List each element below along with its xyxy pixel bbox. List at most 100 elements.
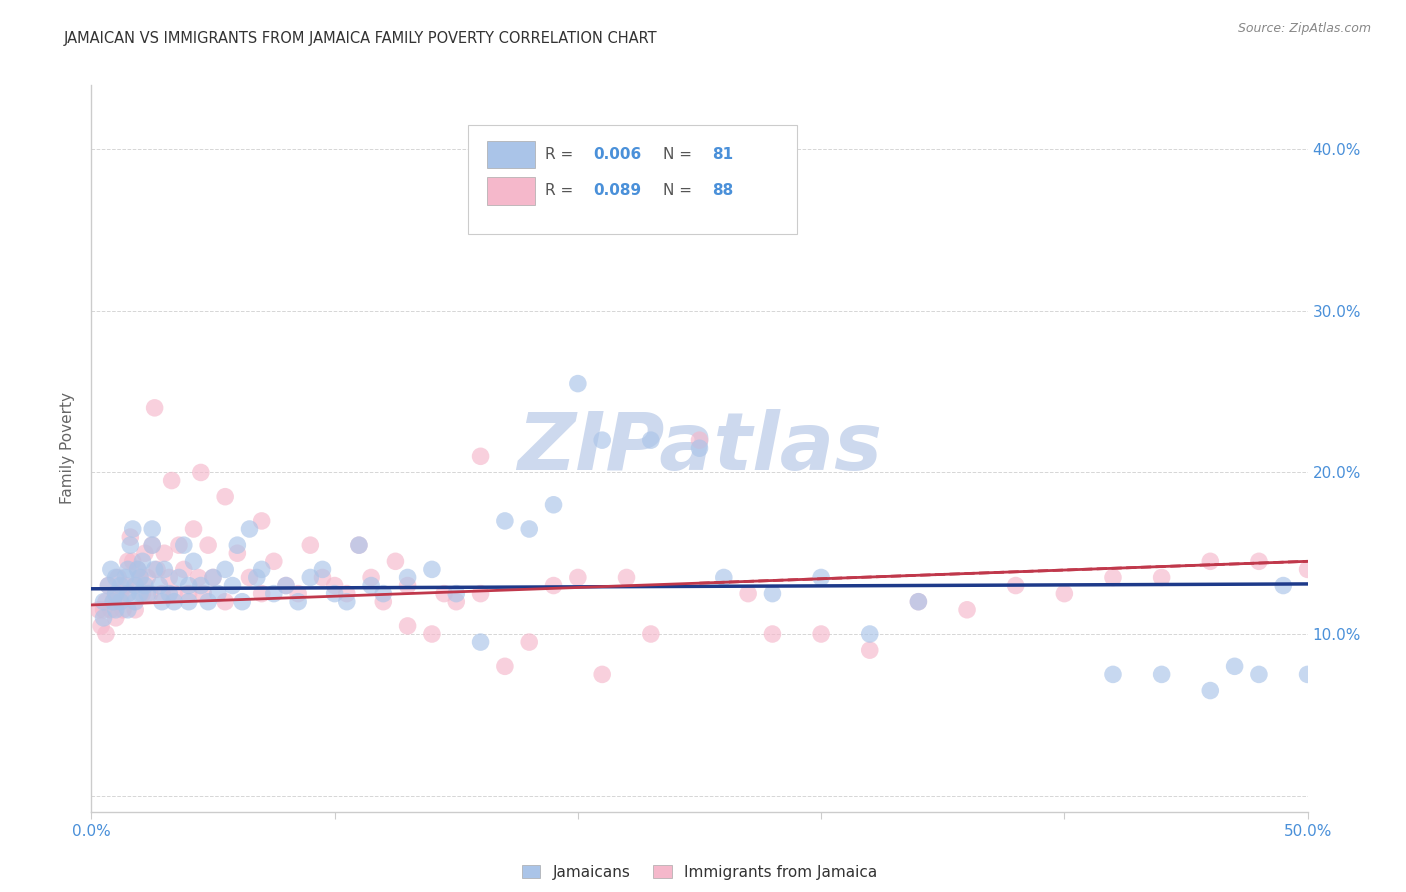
Point [444, 595, 467, 609]
Point [167, 570, 190, 584]
Point [117, 603, 139, 617]
Point [956, 603, 979, 617]
Point [311, 562, 333, 576]
Point [226, 546, 249, 560]
Point [124, 603, 146, 617]
Point [117, 562, 139, 576]
Point [287, 595, 309, 609]
Point [124, 578, 146, 592]
Point [688, 442, 710, 456]
Point [299, 570, 322, 584]
Point [246, 570, 269, 584]
Point [373, 595, 395, 609]
Point [124, 595, 146, 609]
Point [160, 474, 183, 488]
Point [543, 498, 565, 512]
Text: 0.006: 0.006 [593, 147, 643, 162]
Point [107, 570, 129, 584]
Text: Source: ZipAtlas.com: Source: ZipAtlas.com [1237, 22, 1371, 36]
Point [713, 570, 735, 584]
Point [433, 587, 456, 601]
Point [120, 538, 142, 552]
Point [202, 570, 225, 584]
Point [384, 554, 406, 568]
Point [150, 595, 173, 609]
Point [202, 570, 225, 584]
Point [616, 570, 638, 584]
Point [114, 578, 136, 592]
Text: 0.089: 0.089 [593, 184, 641, 198]
Point [134, 546, 156, 560]
Point [129, 587, 152, 601]
Point [859, 643, 882, 657]
Point [183, 522, 205, 536]
Point [143, 562, 166, 576]
Point [250, 587, 273, 601]
Point [214, 490, 236, 504]
Point [141, 538, 163, 552]
Point [141, 522, 163, 536]
Point [143, 401, 166, 415]
Point [117, 587, 139, 601]
Point [543, 578, 565, 592]
Text: 81: 81 [711, 147, 733, 162]
Y-axis label: Family Poverty: Family Poverty [60, 392, 76, 504]
Point [287, 587, 309, 601]
Point [183, 554, 205, 568]
Point [150, 587, 173, 601]
Text: N =: N = [664, 147, 697, 162]
Point [134, 578, 156, 592]
Point [470, 450, 492, 464]
Text: R =: R = [546, 184, 578, 198]
Point [157, 587, 180, 601]
Point [121, 554, 143, 568]
Point [214, 562, 236, 576]
Point [124, 578, 146, 592]
Point [127, 562, 149, 576]
Text: 88: 88 [711, 184, 733, 198]
Point [263, 587, 285, 601]
Point [470, 587, 492, 601]
Point [197, 595, 219, 609]
Point [517, 522, 540, 536]
Point [347, 538, 370, 552]
Point [129, 570, 152, 584]
Point [396, 619, 419, 633]
Point [360, 578, 382, 592]
Point [104, 587, 127, 601]
Point [121, 522, 143, 536]
Point [100, 603, 122, 617]
Point [1296, 667, 1319, 681]
Point [238, 570, 260, 584]
Point [420, 627, 443, 641]
Point [274, 578, 297, 592]
Point [93, 603, 115, 617]
Point [167, 538, 190, 552]
Point [141, 538, 163, 552]
Point [226, 538, 249, 552]
Point [1102, 570, 1125, 584]
Point [360, 570, 382, 584]
Point [761, 587, 783, 601]
FancyBboxPatch shape [468, 125, 797, 234]
Point [238, 522, 260, 536]
Point [1199, 554, 1222, 568]
FancyBboxPatch shape [486, 178, 536, 204]
Point [1053, 587, 1076, 601]
Point [336, 595, 359, 609]
Point [323, 578, 346, 592]
Point [104, 611, 127, 625]
Point [567, 376, 589, 391]
Text: JAMAICAN VS IMMIGRANTS FROM JAMAICA FAMILY POVERTY CORRELATION CHART: JAMAICAN VS IMMIGRANTS FROM JAMAICA FAMI… [63, 31, 657, 46]
Point [127, 562, 149, 576]
Point [373, 587, 395, 601]
Point [131, 554, 153, 568]
Point [136, 570, 159, 584]
Point [470, 635, 492, 649]
Point [117, 587, 139, 601]
Point [640, 627, 662, 641]
Point [90, 619, 112, 633]
Text: N =: N = [664, 184, 697, 198]
Point [129, 570, 152, 584]
Point [494, 659, 516, 673]
